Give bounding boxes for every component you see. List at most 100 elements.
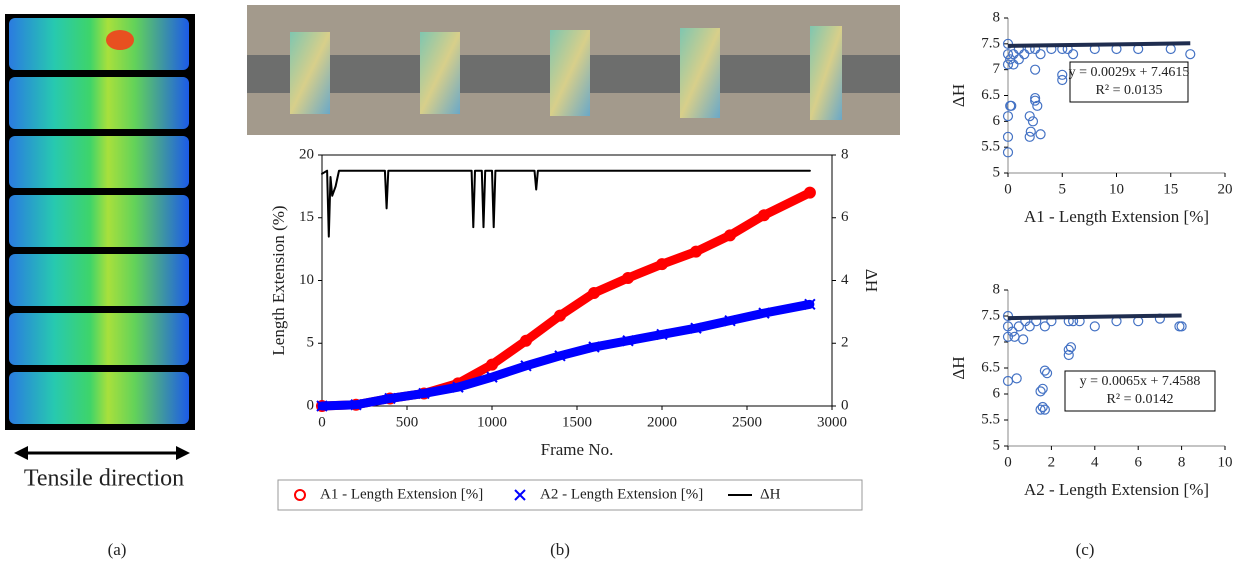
- equation-box: [1064, 370, 1216, 412]
- x-tick-label: 2000: [647, 414, 677, 430]
- legend-label: A1 - Length Extension [%]: [320, 486, 483, 502]
- caption: Tensile direction: [24, 466, 184, 492]
- circle-marker: [588, 287, 600, 300]
- circle-marker: [486, 358, 498, 371]
- y2-tick-label: 0: [841, 397, 849, 413]
- y-tick-label: 6.5: [981, 359, 1000, 375]
- circle-marker: [1041, 368, 1053, 379]
- y2-axis-label: ΔH: [862, 269, 881, 292]
- circle-marker: [1009, 331, 1020, 342]
- circle-marker: [1027, 116, 1039, 127]
- y-tick-label: 15: [299, 209, 314, 225]
- y-tick-label: 6.5: [981, 87, 1000, 103]
- trendline: [1007, 41, 1191, 48]
- y-tick-label: 7.5: [981, 35, 1000, 51]
- x-marker: [690, 322, 702, 334]
- x-axis-label: Frame No.: [541, 440, 614, 459]
- circle-marker: [1067, 49, 1079, 60]
- circle-marker: [656, 258, 668, 271]
- panel-label: (a): [108, 540, 127, 559]
- x-tick-label: 3000: [817, 414, 847, 430]
- trend-equation: y = 0.0029x + 7.4615: [1069, 65, 1190, 80]
- trend-equation: y = 0.0065x + 7.4588: [1080, 374, 1201, 389]
- y-tick-label: 7: [993, 333, 1001, 349]
- trendline: [1007, 313, 1182, 321]
- x-marker: [588, 341, 600, 353]
- circle-marker: [1035, 386, 1046, 397]
- circle-marker: [1002, 310, 1014, 322]
- circle-marker: [554, 309, 566, 322]
- circle-marker: [1063, 349, 1074, 361]
- x-marker: [316, 400, 328, 412]
- circle-marker: [1035, 49, 1046, 60]
- circle-marker: [1013, 54, 1024, 65]
- trend-r-squared: R² = 0.0142: [1107, 392, 1174, 407]
- circle-marker: [1002, 147, 1014, 158]
- circle-marker: [1005, 100, 1016, 111]
- legend-label: ΔH: [760, 486, 781, 502]
- circle-marker: [1035, 404, 1046, 415]
- x-tick-label: 2: [1048, 454, 1056, 470]
- y-tick-label: 5: [307, 335, 315, 351]
- x-marker: [384, 392, 396, 405]
- x-marker: [622, 335, 634, 347]
- x-tick-label: 1000: [477, 414, 507, 430]
- y-tick-label: 5.5: [981, 411, 1000, 427]
- y2-tick-label: 6: [841, 209, 849, 225]
- x-marker: [656, 328, 668, 341]
- circle-marker: [1035, 129, 1046, 140]
- circle-marker: [1011, 373, 1022, 384]
- y-tick-label: 7.5: [981, 307, 1000, 323]
- circle-marker: [1024, 111, 1035, 122]
- circle-marker: [294, 489, 306, 501]
- circle-marker: [520, 334, 532, 347]
- x-tick-label: 4: [1091, 454, 1099, 470]
- x-tick-label: 5: [1059, 181, 1067, 197]
- x-tick-label: 20: [1218, 181, 1233, 197]
- y-tick-label: 6: [993, 113, 1001, 129]
- legend-box: [277, 479, 863, 511]
- circle-marker: [1030, 95, 1041, 106]
- x-tick-label: 0: [1004, 181, 1012, 197]
- circle-marker: [1176, 321, 1187, 332]
- circle-marker: [1057, 74, 1068, 86]
- trend-r-squared: R² = 0.0135: [1096, 83, 1163, 98]
- x-marker: [514, 489, 526, 501]
- series-line: [321, 169, 811, 238]
- y-tick-label: 7: [993, 61, 1001, 77]
- x-axis-label: A1 - Length Extension [%]: [1024, 207, 1209, 226]
- y2-tick-label: 4: [841, 272, 849, 288]
- y-axis-label: Length Extension (%): [269, 205, 288, 355]
- circle-marker: [1057, 69, 1068, 80]
- panel-a-images: [5, 14, 195, 430]
- x-tick-label: 6: [1134, 454, 1142, 470]
- x-tick-label: 10: [1218, 454, 1233, 470]
- x-tick-label: 0: [318, 414, 326, 430]
- circle-marker: [1032, 100, 1043, 111]
- y-tick-label: 5: [993, 164, 1001, 180]
- y-tick-label: 10: [299, 272, 314, 288]
- circle-marker: [622, 271, 634, 284]
- panel-label: (b): [550, 540, 570, 559]
- x-tick-label: 8: [1178, 454, 1186, 470]
- circle-marker: [1019, 49, 1030, 60]
- tensile-arrow: [14, 446, 190, 460]
- circle-marker: [1018, 334, 1029, 345]
- y2-tick-label: 8: [841, 146, 849, 162]
- y-tick-label: 0: [307, 397, 315, 413]
- circle-marker: [1007, 326, 1018, 337]
- circle-marker: [690, 245, 702, 258]
- circle-marker: [1037, 401, 1048, 413]
- panel-b-photos: [247, 5, 900, 135]
- y-tick-label: 5.5: [981, 139, 1000, 155]
- legend-label: A2 - Length Extension [%]: [540, 486, 703, 502]
- y-axis-label: ΔH: [949, 84, 968, 107]
- circle-marker: [1024, 321, 1035, 332]
- y-tick-label: 20: [299, 146, 314, 162]
- y-axis-label: ΔH: [949, 356, 968, 379]
- plot-frame: [321, 154, 833, 407]
- circle-marker: [724, 229, 736, 242]
- circle-marker: [1174, 321, 1185, 332]
